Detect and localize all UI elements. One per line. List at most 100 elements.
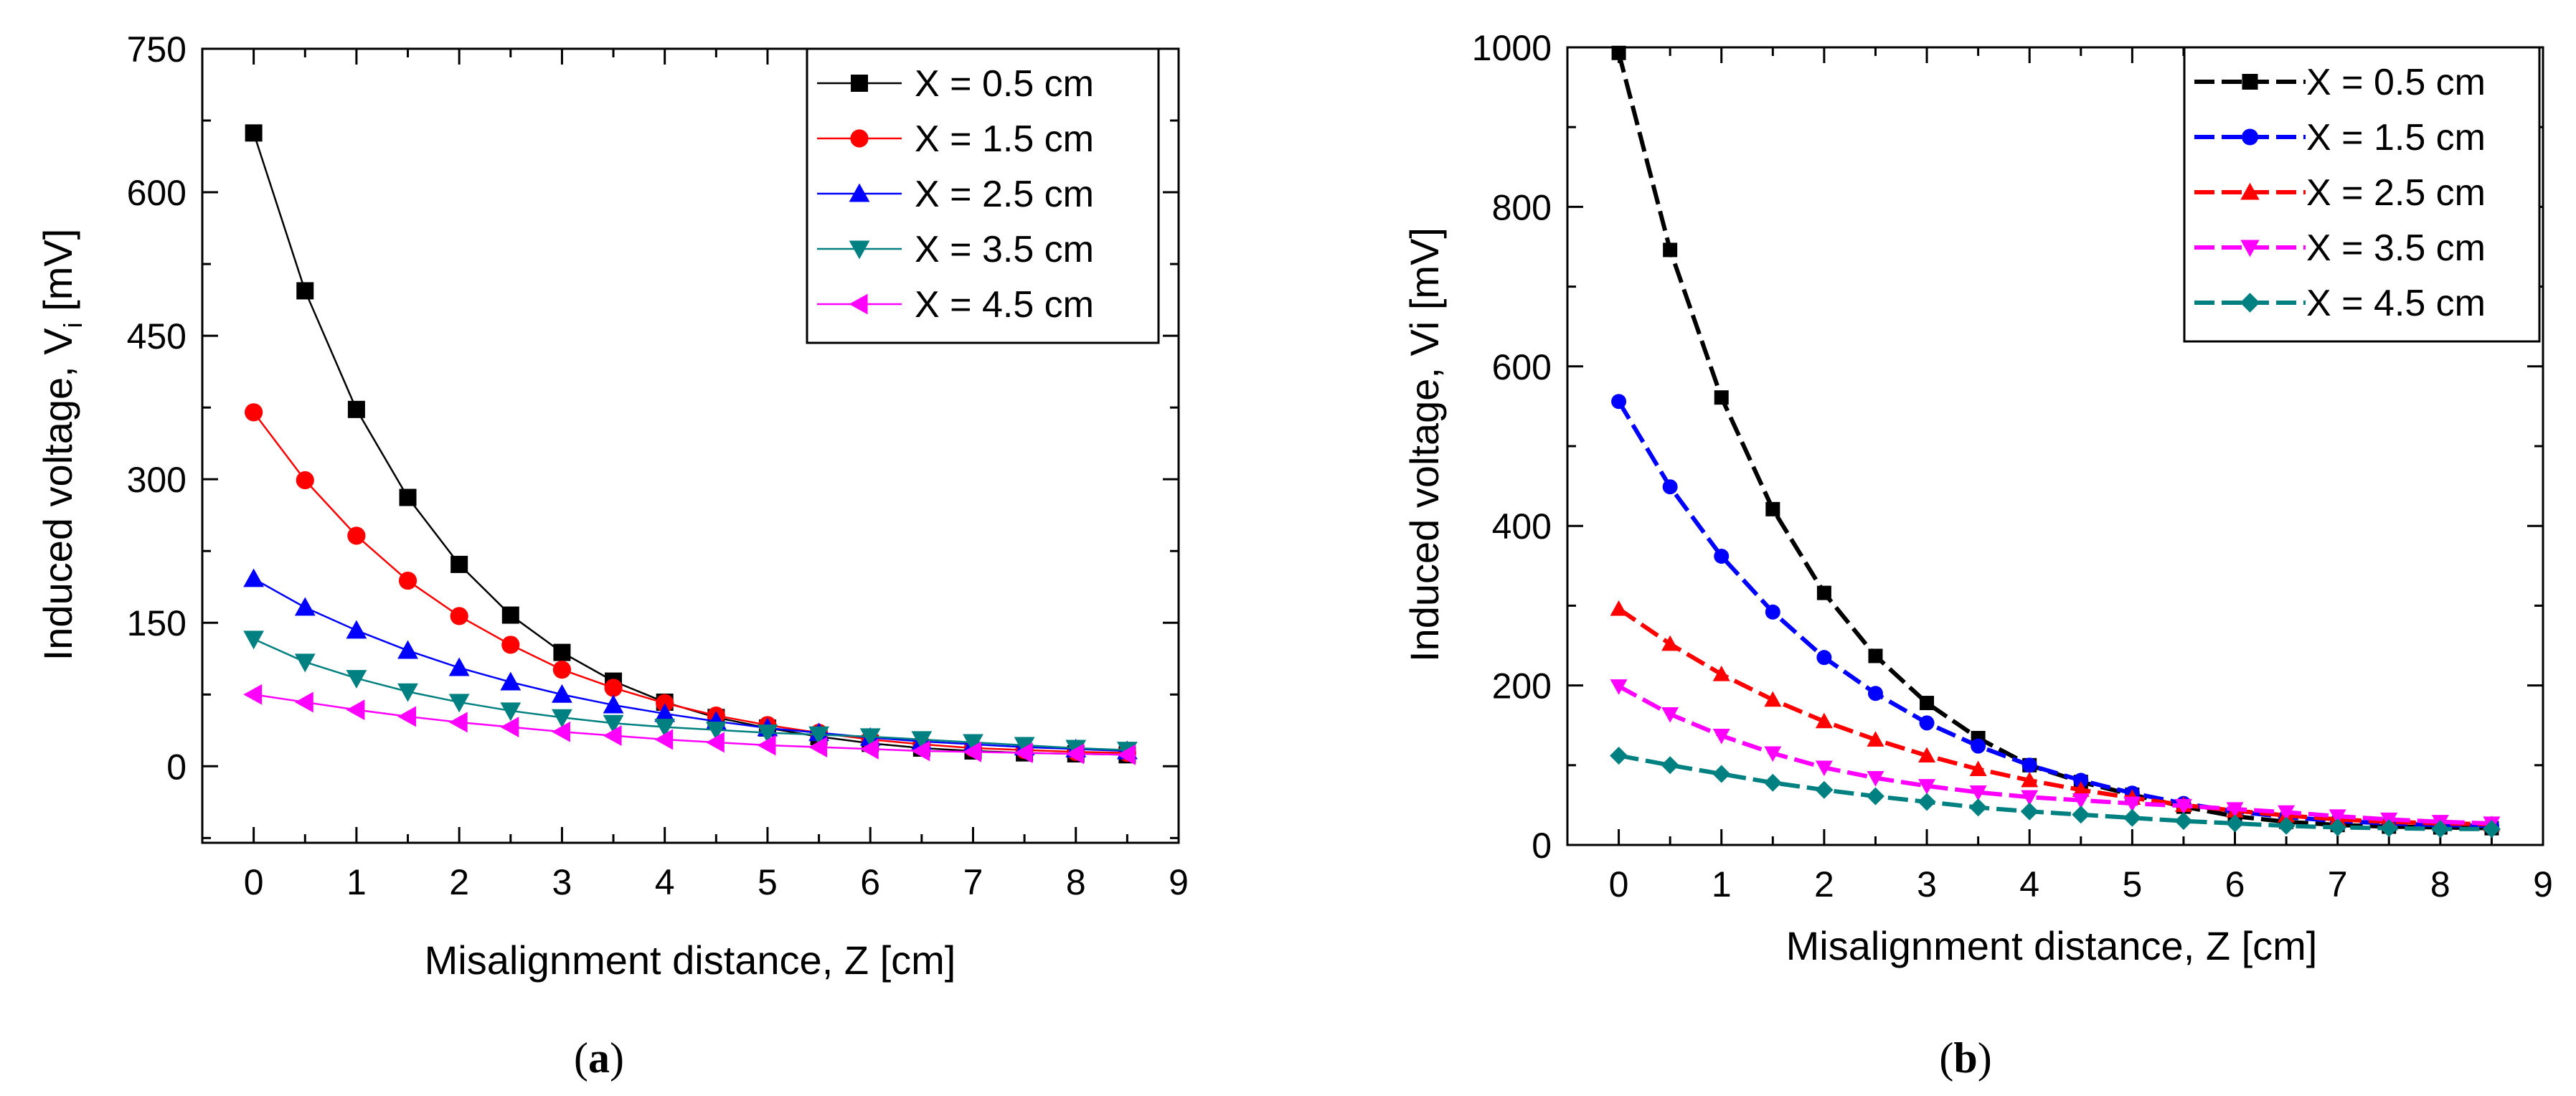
- data-point: [2020, 802, 2039, 821]
- series-3: [1610, 600, 2501, 831]
- x-tick-label: 0: [244, 862, 264, 902]
- data-point: [1815, 712, 1833, 729]
- data-point: [654, 719, 676, 738]
- data-point: [500, 702, 522, 722]
- panel-a-y-axis-label-sub: i: [58, 322, 88, 328]
- data-point: [1065, 743, 1085, 765]
- legend-label: X = 0.5 cm: [915, 63, 1094, 105]
- data-point: [2174, 812, 2193, 831]
- x-tick-label: 3: [1917, 864, 1937, 904]
- y-tick-label: 450: [127, 316, 187, 356]
- legend-marker: [849, 240, 870, 260]
- data-point: [245, 124, 263, 142]
- data-point: [1712, 666, 1730, 681]
- x-tick-label: 8: [1066, 862, 1086, 902]
- panel-b-caption-letter: b: [1953, 1034, 1977, 1082]
- legend-label: X = 3.5 cm: [2306, 227, 2486, 269]
- data-point: [603, 694, 624, 714]
- x-tick-label: 4: [2019, 864, 2039, 904]
- data-point: [500, 717, 519, 738]
- data-point: [757, 734, 776, 756]
- x-tick-label: 5: [2122, 864, 2142, 904]
- legend-item: X = 1.5 cm: [817, 118, 1094, 160]
- data-point: [1815, 780, 1834, 799]
- series-line: [253, 638, 1128, 751]
- y-tick-label: 600: [1492, 347, 1552, 387]
- legend-item: X = 4.5 cm: [2194, 283, 2486, 324]
- data-point: [552, 660, 572, 679]
- data-point: [2431, 820, 2450, 838]
- panel-b-axes: 0 1 2 3 4 5 6 7 8 9 0 200 400 600 800 1000: [1472, 28, 2553, 904]
- data-point: [500, 671, 522, 691]
- data-point: [1816, 585, 1831, 600]
- panel-a-legend: X = 0.5 cm X = 1.5 cm X = 2.5 cm X = 3.5 cm…: [806, 47, 1160, 344]
- data-point: [1971, 738, 1986, 754]
- legend-marker: [850, 129, 869, 148]
- data-point: [346, 699, 365, 721]
- data-point: [245, 403, 263, 422]
- data-point: [1918, 747, 1936, 763]
- y-tick-label: 0: [166, 747, 187, 787]
- panel-a-axes: 0 1 2 3 4 5 6 7 8 9 0 150 300 450 600 750: [127, 29, 1189, 902]
- data-point: [603, 725, 622, 747]
- series-line: [1618, 684, 2492, 826]
- legend-label: X = 2.5 cm: [915, 174, 1094, 215]
- y-tick-label: 300: [127, 460, 187, 500]
- legend-item: X = 3.5 cm: [2194, 227, 2486, 269]
- data-point: [1663, 242, 1678, 258]
- x-tick-label: 6: [860, 862, 880, 902]
- data-point: [2277, 816, 2296, 835]
- data-point: [1712, 765, 1731, 783]
- x-tick-label: 5: [758, 862, 778, 902]
- data-point: [294, 653, 316, 673]
- data-point: [450, 607, 468, 625]
- x-tick-label: 7: [963, 862, 983, 902]
- data-point: [963, 741, 981, 762]
- y-tick-label: 150: [127, 603, 187, 643]
- data-point: [757, 724, 778, 744]
- data-point: [397, 683, 418, 702]
- legend-marker: [849, 183, 870, 202]
- data-point: [398, 571, 417, 590]
- data-point: [1712, 729, 1730, 745]
- data-point: [911, 731, 933, 750]
- data-point: [1867, 731, 1884, 747]
- data-point: [2072, 793, 2090, 809]
- data-point: [1815, 760, 1833, 777]
- data-point: [859, 728, 881, 747]
- panel-b-series: [1610, 45, 2501, 838]
- data-point: [654, 703, 676, 722]
- y-tick-label: 200: [1492, 666, 1552, 707]
- data-point: [2072, 781, 2090, 797]
- data-point: [2278, 805, 2296, 821]
- data-point: [1765, 501, 1780, 516]
- data-point: [552, 684, 572, 703]
- data-point: [2073, 773, 2089, 788]
- legend-label: X = 2.5 cm: [2306, 172, 2486, 214]
- x-tick-label: 0: [1609, 864, 1629, 904]
- data-point: [1763, 773, 1782, 792]
- data-point: [399, 488, 417, 506]
- panel-b-x-axis-label: Misalignment distance, Z [cm]: [1786, 923, 2318, 968]
- data-point: [1610, 679, 1628, 695]
- series-line: [1618, 753, 2492, 831]
- data-point: [1969, 760, 1987, 776]
- data-point: [911, 740, 930, 762]
- data-point: [1661, 756, 1679, 775]
- legend-marker: [2242, 74, 2258, 90]
- series-line: [1617, 400, 2492, 828]
- data-point: [448, 657, 470, 676]
- data-point: [1764, 746, 1782, 762]
- legend-marker: [851, 75, 868, 92]
- data-point: [501, 606, 519, 624]
- data-point: [1014, 742, 1033, 764]
- data-point: [1611, 45, 1626, 60]
- panel-b-legend: X = 0.5 cm X = 1.5 cm X = 2.5 cm X = 3.5 cm…: [2183, 46, 2541, 343]
- series-line: [253, 577, 1128, 752]
- data-point: [243, 568, 265, 587]
- series-2: [245, 403, 1136, 762]
- data-point: [1866, 787, 1884, 806]
- legend-label: X = 1.5 cm: [2306, 117, 2486, 159]
